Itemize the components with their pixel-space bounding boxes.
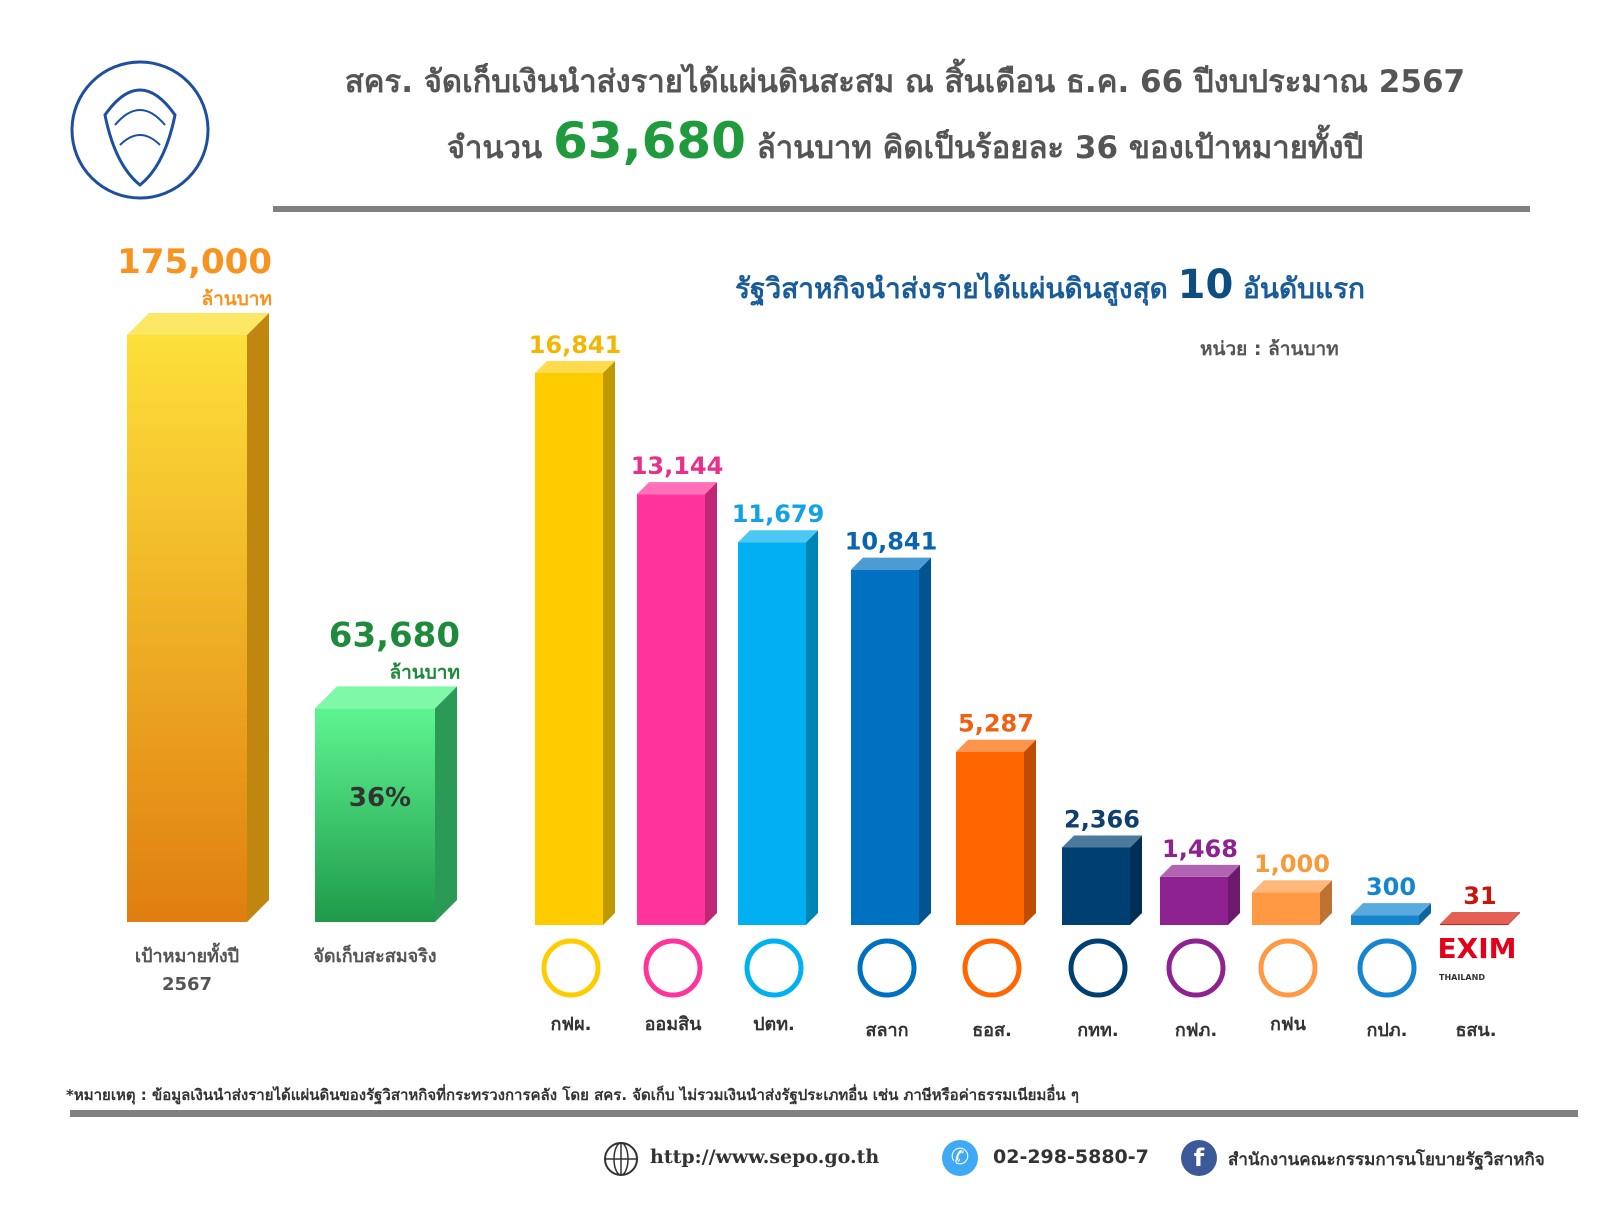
summary-bar-side bbox=[435, 686, 457, 922]
top10-bar bbox=[1062, 847, 1130, 925]
summary-bar-top bbox=[315, 686, 457, 709]
top10-bar-top bbox=[956, 739, 1036, 752]
summary-value-label: 175,000 bbox=[117, 242, 272, 282]
org-logo-icon bbox=[1258, 938, 1318, 998]
top10-bar-side bbox=[1419, 903, 1431, 925]
top10-title-suffix: อันดับแรก bbox=[1243, 272, 1365, 305]
top10-bar-side bbox=[919, 557, 931, 925]
top10-bar-side bbox=[1130, 835, 1142, 925]
website-link[interactable]: http://www.sepo.go.th bbox=[650, 1146, 880, 1168]
top10-bar-top bbox=[851, 557, 931, 570]
top10-bar-top bbox=[1062, 835, 1142, 848]
org-logo-icon bbox=[744, 938, 804, 998]
top10-category-label: สลาก bbox=[865, 1020, 908, 1041]
top10-bar bbox=[1351, 915, 1419, 925]
top10-category-label: กฟภ. bbox=[1175, 1020, 1217, 1041]
summary-unit-label: ล้านบาท bbox=[201, 288, 272, 310]
top10-bar bbox=[738, 542, 806, 925]
top10-value-label: 13,144 bbox=[631, 452, 724, 480]
top10-value-label: 300 bbox=[1366, 873, 1416, 901]
top10-bar-top bbox=[637, 482, 717, 495]
org-logo-icon bbox=[1357, 938, 1417, 998]
title-line-2: จำนวน 63,680 ล้านบาท คิดเป็นร้อยละ 36 ขอ… bbox=[240, 112, 1570, 172]
top10-category-label: กฟผ. bbox=[550, 1014, 591, 1035]
top10-bar bbox=[535, 373, 603, 925]
top10-title-number: 10 bbox=[1177, 262, 1234, 308]
top10-bar-side bbox=[603, 361, 615, 925]
top10-category-label: กทท. bbox=[1077, 1020, 1118, 1041]
exim-logo-sub: THAILAND bbox=[1439, 973, 1485, 982]
top10-value-label: 16,841 bbox=[529, 331, 622, 359]
top10-bar bbox=[637, 494, 705, 925]
top10-bar bbox=[1252, 892, 1320, 925]
top10-value-label: 1,000 bbox=[1254, 850, 1330, 878]
top10-category-label: กฟน bbox=[1270, 1014, 1307, 1035]
globe-icon bbox=[604, 1142, 638, 1176]
top10-bar bbox=[1440, 923, 1508, 925]
summary-category-label: เป้าหมายทั้งปี bbox=[135, 942, 239, 967]
facebook-page[interactable]: สำนักงานคณะกรรมการนโยบายรัฐวิสาหกิจ bbox=[1228, 1150, 1545, 1170]
top10-bar-top bbox=[535, 361, 615, 373]
summary-category-label: 2567 bbox=[162, 974, 212, 995]
top10-bar-side bbox=[806, 530, 818, 925]
unit-label: หน่วย : ล้านบาท bbox=[1200, 338, 1339, 360]
summary-value-label: 63,680 bbox=[329, 615, 460, 655]
top10-category-label: ธอส. bbox=[972, 1020, 1012, 1041]
percent-label: 36% bbox=[349, 783, 411, 813]
exim-logo: EXIM bbox=[1438, 932, 1517, 965]
top10-value-label: 31 bbox=[1463, 882, 1496, 910]
top10-bar bbox=[956, 751, 1024, 925]
top10-bar-side bbox=[705, 482, 717, 925]
header-divider bbox=[273, 206, 1530, 212]
sepo-logo bbox=[70, 60, 210, 200]
top10-category-label: กปภ. bbox=[1366, 1020, 1407, 1041]
top10-bar-top bbox=[1440, 911, 1520, 924]
top10-bar-top bbox=[1160, 864, 1240, 877]
top10-bar-side bbox=[1228, 864, 1240, 925]
summary-bar-side bbox=[247, 313, 269, 922]
org-logo-icon bbox=[1166, 938, 1226, 998]
top10-bar-side bbox=[1024, 739, 1036, 925]
top10-bar bbox=[851, 569, 919, 925]
org-logo-icon bbox=[1068, 938, 1128, 998]
top10-category-label: ปตท. bbox=[753, 1014, 795, 1035]
title-line-1: สคร. จัดเก็บเงินนำส่งรายได้แผ่นดินสะสม ณ… bbox=[344, 64, 1466, 100]
org-logo-icon bbox=[643, 938, 703, 998]
footer-divider bbox=[70, 1110, 1578, 1117]
phone-icon: ✆ bbox=[942, 1140, 978, 1176]
org-logo-icon bbox=[962, 938, 1022, 998]
footnote: *หมายเหตุ : ข้อมูลเงินนำส่งรายได้แผ่นดิน… bbox=[66, 1086, 1079, 1104]
top10-category-label: ธสน. bbox=[1455, 1020, 1496, 1041]
top10-bar-top bbox=[1351, 903, 1431, 916]
org-logo-icon bbox=[857, 938, 917, 998]
top10-bar bbox=[1160, 876, 1228, 925]
top10-bar-side bbox=[1508, 911, 1520, 925]
top10-title-prefix: รัฐวิสาหกิจนำส่งรายได้แผ่นดินสูงสุด bbox=[735, 272, 1168, 305]
top10-category-label: ออมสิน bbox=[645, 1014, 702, 1035]
top10-value-label: 5,287 bbox=[958, 710, 1034, 738]
top10-title: รัฐวิสาหกิจนำส่งรายได้แผ่นดินสูงสุด 10 อ… bbox=[640, 262, 1460, 311]
top10-value-label: 2,366 bbox=[1064, 805, 1140, 833]
top10-bar-top bbox=[1252, 880, 1332, 893]
facebook-icon: f bbox=[1181, 1140, 1217, 1176]
top10-value-label: 11,679 bbox=[732, 500, 825, 528]
top10-bar-top bbox=[738, 530, 818, 543]
summary-unit-label: ล้านบาท bbox=[389, 661, 460, 683]
top10-value-label: 10,841 bbox=[845, 528, 938, 556]
top10-bar-side bbox=[1320, 880, 1332, 925]
title-prefix: จำนวน bbox=[446, 130, 543, 166]
summary-category-label: จัดเก็บสะสมจริง bbox=[313, 944, 436, 967]
top10-value-label: 1,468 bbox=[1162, 835, 1238, 863]
title-suffix: ล้านบาท คิดเป็นร้อยละ 36 ของเป้าหมายทั้ง… bbox=[756, 130, 1364, 166]
summary-bar bbox=[315, 708, 435, 922]
phone-number: 02-298-5880-7 bbox=[993, 1146, 1149, 1168]
summary-bar-top bbox=[127, 313, 269, 335]
title-amount: 63,680 bbox=[553, 112, 746, 170]
summary-bar bbox=[127, 335, 247, 922]
org-logo-icon bbox=[541, 938, 601, 998]
